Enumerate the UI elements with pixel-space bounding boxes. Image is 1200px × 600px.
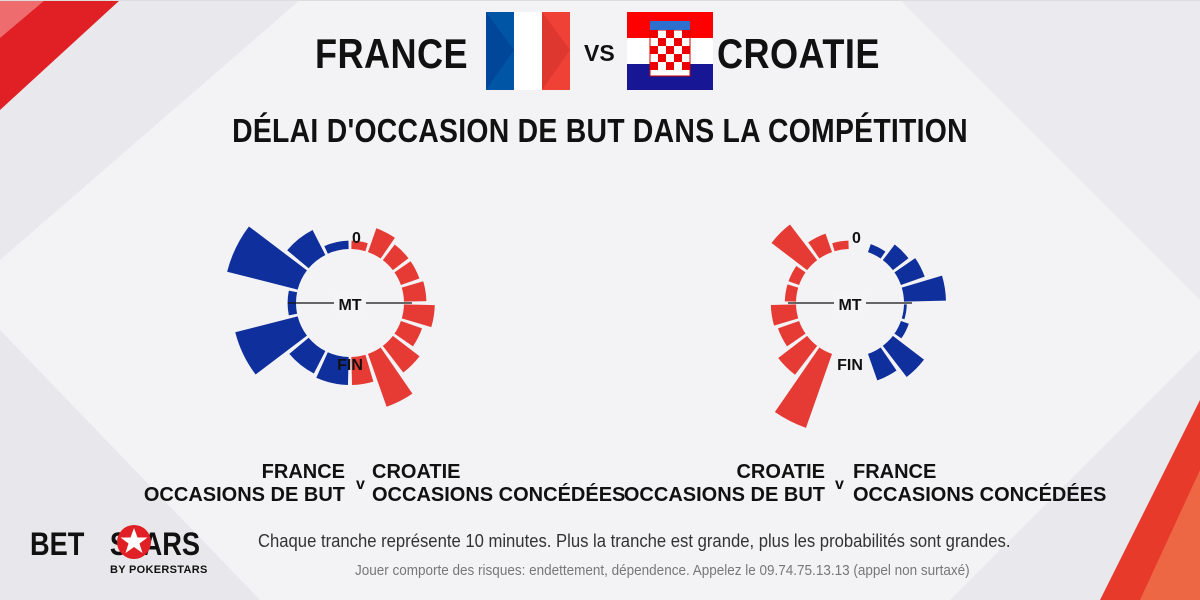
caption-left-opp-metric: OCCASIONS CONCÉDÉES [372, 484, 626, 506]
wedge-right-5 [401, 304, 435, 328]
label-halftime-bg [334, 293, 366, 313]
team-right-name: CROATIE [717, 30, 880, 77]
header: FRANCE VS CROATIE [0, 0, 1200, 110]
caption-right-opp-team: FRANCE [853, 461, 937, 483]
wedge-right-4 [901, 275, 946, 302]
logo-bet: BET [30, 526, 85, 562]
footnote: Chaque tranche représente 10 minutes. Pl… [258, 530, 1011, 551]
wedge-left-4 [784, 284, 799, 302]
wedge-right-1 [367, 228, 395, 259]
wedge-left-1 [808, 233, 833, 259]
caption-right-defence: FRANCE OCCASIONS CONCÉDÉES [853, 461, 1106, 507]
wedge-left-7 [778, 335, 818, 375]
label-zero: 0 [852, 230, 861, 247]
wedge-right-3 [894, 258, 925, 286]
wedge-right-5 [901, 304, 907, 320]
wedge-left-4 [235, 316, 307, 375]
caption-right-attack: CROATIE OCCASIONS DE BUT [624, 461, 825, 507]
wedge-left-8 [774, 347, 833, 428]
wedge-right-8 [867, 347, 897, 381]
logo-wordmark: BET STARS [30, 526, 200, 563]
label-end: FIN [837, 357, 863, 374]
wedge-left-6 [316, 352, 349, 385]
wedge-left-2 [227, 226, 307, 290]
caption-right-team: CROATIE [736, 461, 825, 483]
caption-right-opp-metric: OCCASIONS CONCÉDÉES [853, 484, 1107, 506]
wedge-right-2 [882, 244, 909, 271]
label-zero: 0 [352, 230, 361, 247]
wedge-left-0 [324, 240, 349, 254]
caption-left-attack: FRANCE OCCASIONS DE BUT [144, 461, 345, 507]
radial-chart-france-vs-croatie: 0 MT FIN [227, 226, 435, 407]
logo-sub: BY POKERSTARS [110, 564, 208, 576]
wedge-right-2 [382, 244, 409, 271]
vs-label: VS [584, 40, 615, 66]
radial-chart-croatie-vs-france: 0 MT FIN [770, 224, 946, 428]
chart-title: DÉLAI D'OCCASION DE BUT DANS LA COMPÉTIT… [232, 112, 968, 149]
wedge-right-8 [367, 347, 413, 407]
france-flag-icon [486, 12, 570, 90]
wedge-right-6 [394, 320, 423, 347]
caption-left-defence: CROATIE OCCASIONS CONCÉDÉES [372, 461, 625, 507]
corner-red-top-left [0, 0, 120, 110]
caption-right-metric: OCCASIONS DE BUT [623, 484, 825, 506]
wedge-right-9 [351, 354, 374, 385]
label-end: FIN [337, 357, 363, 374]
label-halftime: MT [338, 297, 361, 314]
caption-right-sep: v [835, 476, 844, 493]
team-left-name: FRANCE [315, 30, 469, 77]
wedge-left-6 [777, 320, 806, 347]
wedge-left-3 [788, 266, 806, 286]
wedge-right-4 [401, 281, 427, 302]
wedge-right-7 [882, 335, 925, 378]
betstars-logo[interactable]: BET STARS BY POKERSTARS [30, 522, 230, 582]
disclaimer: Jouer comporte des risques: endettement,… [355, 562, 970, 579]
caption-left-metric: OCCASIONS DE BUT [143, 484, 345, 506]
caption-left-team: FRANCE [261, 461, 345, 483]
label-halftime-bg [834, 293, 866, 313]
wedge-left-2 [771, 224, 818, 271]
star-spade-icon [117, 525, 151, 559]
croatia-flag-icon [627, 12, 713, 90]
wedge-left-5 [770, 304, 799, 326]
wedge-right-6 [894, 320, 909, 339]
wedge-right-0 [351, 240, 368, 252]
wedge-left-5 [289, 337, 326, 374]
caption-left-sep: v [356, 476, 365, 493]
wedge-right-7 [382, 335, 420, 373]
wedge-left-1 [287, 230, 326, 269]
label-halftime: MT [838, 297, 861, 314]
wedge-right-1 [867, 244, 886, 259]
wedge-left-0 [832, 240, 849, 252]
caption-left-opp-team: CROATIE [372, 461, 461, 483]
wedge-right-3 [394, 261, 420, 286]
